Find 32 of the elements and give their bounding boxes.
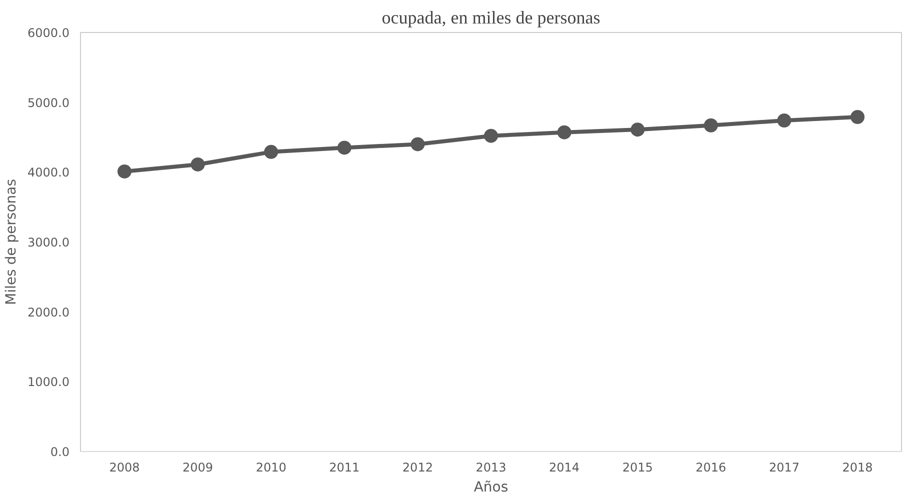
point [484, 128, 498, 143]
point [704, 118, 718, 132]
y-tick-label: 5000.0 [28, 96, 70, 110]
point [410, 137, 425, 152]
x-tick-label: 2010 [256, 460, 286, 474]
y-axis-title: Miles de personas [4, 178, 20, 306]
x-tick-label: 2016 [696, 460, 726, 474]
x-tick-label: 2008 [109, 460, 140, 474]
x-tick-label: 2012 [402, 460, 433, 474]
point [557, 125, 572, 140]
point [190, 158, 205, 172]
y-tick-label: 2000.0 [28, 305, 70, 320]
point [630, 122, 645, 137]
point [777, 114, 792, 128]
x-tick-label: 2013 [476, 460, 506, 474]
x-tick-label: 2017 [768, 460, 800, 474]
x-tick-label: 2018 [842, 460, 873, 474]
y-tick-label: 6000.0 [28, 26, 70, 40]
point [850, 110, 865, 124]
point [264, 144, 278, 159]
x-tick-label: 2014 [549, 460, 580, 474]
x-tick-label: 2009 [182, 460, 214, 474]
y-tick-label: 0.0 [50, 445, 70, 459]
point [117, 164, 132, 178]
chart-title: ocupada, en miles de personas [382, 8, 600, 28]
x-tick-label: 2015 [622, 460, 653, 474]
point [337, 140, 352, 155]
y-tick-label: 4000.0 [28, 166, 70, 180]
x-axis-title: Años [474, 480, 508, 496]
x-tick-label: 2011 [329, 460, 360, 474]
y-tick-label: 3000.0 [28, 236, 70, 250]
y-tick-label: 1000.0 [28, 375, 70, 390]
